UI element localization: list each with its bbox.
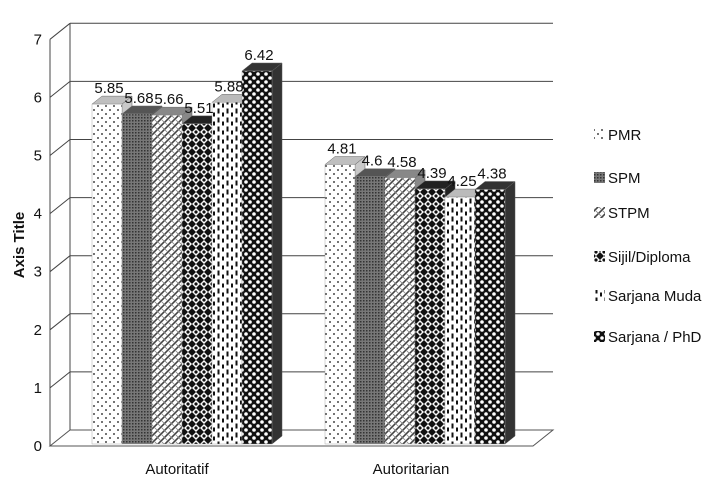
data-label: 5.88 <box>214 78 243 95</box>
legend-swatch <box>594 172 605 183</box>
data-label: 4.81 <box>327 141 356 158</box>
legend-label: PMR <box>608 127 642 144</box>
legend-label: STPM <box>608 205 650 222</box>
gridline-side <box>49 139 71 156</box>
data-label: 5.68 <box>124 90 153 107</box>
data-label: 4.58 <box>387 154 416 171</box>
y-axis-title: Axis Title <box>11 212 28 278</box>
bar-side <box>271 62 283 445</box>
y-axis: 0 1 2 3 4 5 6 7 <box>34 31 42 455</box>
y-tick-label: 2 <box>34 322 42 339</box>
legend: PMR SPM STPM Sijil/Diploma Sarjana Muda Sarja… <box>594 127 702 346</box>
legend-swatch <box>594 331 605 342</box>
gridline-side <box>49 197 71 214</box>
gridline-side <box>49 22 71 40</box>
data-label: 4.39 <box>417 165 446 182</box>
y-tick-label: 7 <box>34 31 42 48</box>
data-label: 4.25 <box>447 173 476 190</box>
gridline-side <box>49 313 71 331</box>
bar <box>211 102 243 445</box>
bar <box>121 113 153 445</box>
bar <box>241 70 273 445</box>
chart-floor <box>48 429 555 447</box>
y-tick-label: 3 <box>34 264 42 281</box>
bar <box>181 123 213 445</box>
y-tick-label: 5 <box>34 148 42 165</box>
x-tick-label: Autoritatif <box>145 461 209 478</box>
data-label: 4.38 <box>477 166 506 183</box>
legend-swatch <box>594 251 605 262</box>
data-label: 5.66 <box>154 91 183 108</box>
data-label: 5.51 <box>184 100 213 117</box>
bar-side <box>504 181 516 445</box>
bar <box>354 176 386 445</box>
legend-swatch <box>594 129 605 140</box>
legend-label: SPM <box>608 170 641 187</box>
x-tick-label: Autoritarian <box>373 461 450 478</box>
bar <box>414 188 446 445</box>
data-label: 5.85 <box>94 80 123 97</box>
y-tick-label: 1 <box>34 380 42 397</box>
legend-label: Sarjana / PhD <box>608 329 702 346</box>
x-axis-labels: Autoritatif Autoritarian <box>145 461 449 478</box>
bar <box>91 103 123 445</box>
gridline-side <box>49 255 71 273</box>
legend-swatch <box>594 290 605 301</box>
bar <box>474 189 506 445</box>
data-labels: 5.855.68 5.665.515.886.424.814.6 4.584.39 4… <box>94 47 506 190</box>
legend-swatch <box>594 207 605 218</box>
data-label: 4.6 <box>362 153 383 170</box>
legend-label: Sarjana Muda <box>608 288 702 305</box>
data-label: 6.42 <box>244 47 273 64</box>
bar <box>444 196 476 445</box>
gridline-side <box>49 371 71 389</box>
y-tick-label: 0 <box>34 438 42 455</box>
bar <box>151 114 183 445</box>
bar <box>384 177 416 445</box>
y-tick-label: 4 <box>34 206 42 223</box>
legend-label: Sijil/Diploma <box>608 249 691 266</box>
bar <box>324 164 356 445</box>
y-tick-label: 6 <box>34 89 42 106</box>
bars <box>91 62 516 445</box>
gridline-side <box>49 81 71 98</box>
